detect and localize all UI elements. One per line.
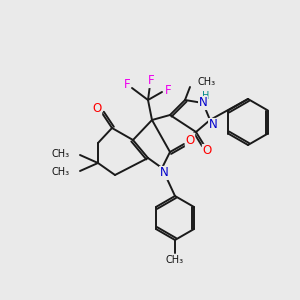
- Text: CH₃: CH₃: [52, 167, 70, 177]
- Text: N: N: [208, 118, 217, 131]
- Text: O: O: [202, 145, 211, 158]
- Text: F: F: [148, 74, 154, 88]
- Text: F: F: [124, 79, 130, 92]
- Text: CH₃: CH₃: [166, 255, 184, 265]
- Text: CH₃: CH₃: [198, 77, 216, 87]
- Text: H: H: [202, 91, 210, 101]
- Text: F: F: [165, 83, 171, 97]
- Text: O: O: [185, 134, 195, 146]
- Text: N: N: [160, 167, 168, 179]
- Text: CH₃: CH₃: [52, 149, 70, 159]
- Text: N: N: [199, 97, 207, 110]
- Text: O: O: [92, 101, 102, 115]
